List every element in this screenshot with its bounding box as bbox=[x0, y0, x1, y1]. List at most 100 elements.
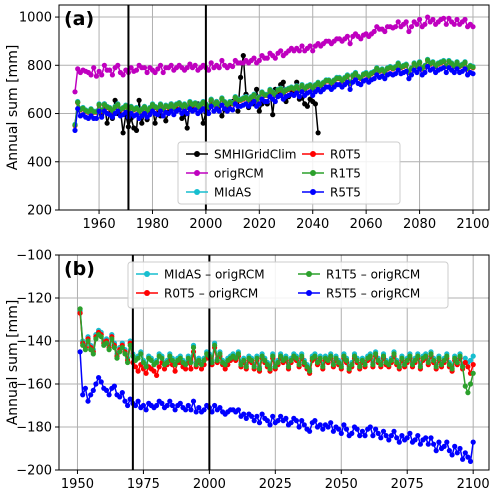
data-point bbox=[382, 76, 388, 82]
panel-label: (b) bbox=[64, 258, 95, 280]
data-point bbox=[272, 364, 278, 370]
data-point bbox=[219, 57, 225, 64]
data-point bbox=[140, 359, 146, 366]
data-point bbox=[112, 97, 118, 103]
data-point bbox=[275, 418, 281, 424]
data-point bbox=[168, 62, 174, 68]
data-point bbox=[241, 357, 247, 363]
data-point bbox=[154, 359, 160, 366]
data-point bbox=[139, 120, 145, 126]
data-point bbox=[243, 415, 249, 421]
data-point bbox=[115, 102, 121, 108]
data-point bbox=[201, 407, 207, 413]
data-point bbox=[354, 426, 360, 432]
data-point bbox=[443, 21, 449, 27]
data-point bbox=[168, 108, 174, 114]
data-point bbox=[144, 69, 150, 76]
data-point bbox=[85, 338, 91, 344]
data-point bbox=[160, 69, 166, 76]
data-point bbox=[188, 407, 194, 413]
data-point bbox=[115, 108, 121, 114]
data-point bbox=[256, 420, 263, 426]
panel-label: (a) bbox=[64, 8, 94, 30]
x-tick-label: 1950 bbox=[61, 477, 94, 492]
x-tick-label: 1960 bbox=[83, 217, 116, 232]
data-point bbox=[272, 98, 278, 105]
data-point bbox=[172, 362, 178, 368]
data-point bbox=[163, 118, 169, 124]
data-point bbox=[172, 407, 178, 413]
data-point bbox=[259, 411, 265, 417]
data-point bbox=[267, 366, 273, 372]
data-point bbox=[428, 435, 434, 441]
data-point bbox=[344, 79, 350, 85]
data-point bbox=[264, 418, 270, 424]
data-point bbox=[192, 100, 198, 106]
data-point bbox=[123, 103, 129, 109]
data-point bbox=[155, 66, 161, 72]
data-point bbox=[235, 108, 241, 114]
data-point bbox=[101, 62, 107, 68]
data-point bbox=[283, 415, 289, 421]
data-point bbox=[299, 43, 305, 49]
legend-label: origRCM bbox=[214, 167, 264, 181]
data-point bbox=[454, 59, 460, 65]
data-point bbox=[196, 357, 202, 363]
data-point bbox=[256, 101, 262, 107]
data-point bbox=[449, 366, 455, 372]
data-point bbox=[425, 14, 431, 20]
data-point bbox=[462, 66, 468, 72]
data-point bbox=[172, 368, 178, 374]
data-point bbox=[382, 28, 388, 35]
data-point bbox=[430, 66, 436, 72]
data-point bbox=[310, 48, 316, 54]
data-point bbox=[357, 364, 363, 370]
data-point bbox=[249, 413, 255, 419]
data-point bbox=[251, 364, 257, 370]
data-point bbox=[388, 433, 394, 439]
x-tick-label: 2000 bbox=[193, 477, 226, 492]
data-point bbox=[325, 357, 331, 363]
data-point bbox=[109, 114, 115, 120]
legend-marker bbox=[144, 271, 150, 277]
data-point bbox=[157, 102, 164, 108]
data-point bbox=[407, 353, 413, 359]
data-point bbox=[425, 359, 431, 366]
data-point bbox=[395, 19, 401, 25]
data-point bbox=[125, 402, 131, 409]
data-point bbox=[352, 70, 359, 76]
x-tick-label: 1980 bbox=[136, 217, 169, 232]
data-point bbox=[75, 99, 81, 105]
data-point bbox=[371, 76, 377, 82]
data-point bbox=[312, 101, 318, 107]
data-point bbox=[417, 364, 423, 370]
data-point bbox=[441, 357, 447, 363]
data-point bbox=[341, 353, 347, 359]
data-point bbox=[399, 355, 405, 361]
data-point bbox=[117, 394, 123, 400]
data-point bbox=[251, 55, 257, 61]
x-tick-label: 2050 bbox=[325, 477, 358, 492]
data-point bbox=[431, 441, 437, 447]
data-point bbox=[441, 58, 447, 64]
data-point bbox=[179, 115, 185, 121]
x-tick-label: 2080 bbox=[403, 217, 436, 232]
data-point bbox=[423, 435, 429, 441]
data-point bbox=[206, 67, 212, 73]
data-point bbox=[254, 355, 260, 361]
data-point bbox=[378, 435, 384, 441]
data-point bbox=[222, 362, 228, 368]
data-point bbox=[349, 430, 355, 436]
data-point bbox=[299, 82, 305, 88]
data-point bbox=[91, 65, 97, 71]
data-point bbox=[378, 362, 384, 368]
data-point bbox=[164, 402, 170, 409]
data-point bbox=[109, 336, 115, 342]
data-point bbox=[425, 63, 431, 70]
data-point bbox=[383, 433, 389, 439]
data-point bbox=[288, 420, 294, 426]
data-point bbox=[230, 107, 236, 113]
data-point bbox=[454, 16, 460, 23]
data-point bbox=[156, 364, 162, 370]
data-point bbox=[294, 83, 300, 90]
